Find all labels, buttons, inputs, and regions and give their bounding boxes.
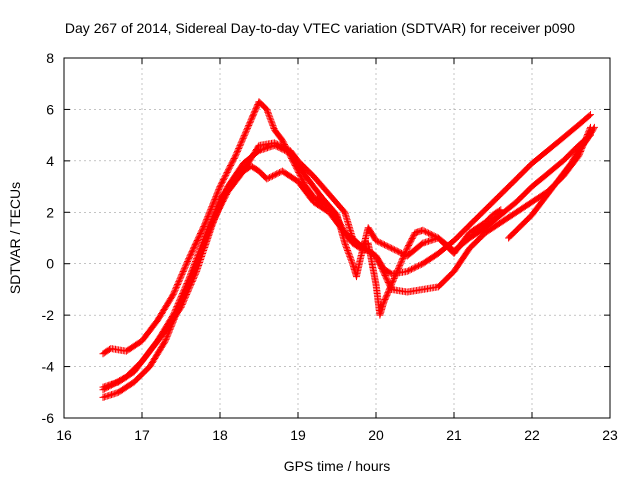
- x-axis-label: GPS time / hours: [284, 458, 391, 474]
- grid: [64, 58, 610, 418]
- y-tick-label: -6: [42, 410, 55, 426]
- series-track-4: [99, 123, 594, 394]
- y-tick-label: -2: [42, 307, 55, 323]
- y-tick-label: 2: [46, 204, 54, 220]
- x-tick-label: 22: [524, 427, 540, 443]
- data-series: [99, 98, 598, 401]
- x-tick-label: 17: [134, 427, 150, 443]
- x-tick-label: 18: [212, 427, 228, 443]
- plot-frame: [63, 57, 611, 419]
- series-track-5: [505, 123, 598, 242]
- y-tick-label: 0: [46, 256, 54, 272]
- y-tick-label: 4: [46, 153, 54, 169]
- x-tick-label: 20: [368, 427, 384, 443]
- y-axis-label: SDTVAR / TECUs: [7, 182, 23, 294]
- y-tick-label: 8: [46, 50, 54, 66]
- x-tick-label: 19: [290, 427, 306, 443]
- chart-title: Day 267 of 2014, Sidereal Day-to-day VTE…: [65, 20, 575, 36]
- x-tick-label: 16: [56, 427, 72, 443]
- y-tick-label: 6: [46, 101, 54, 117]
- series-markers: [99, 123, 594, 394]
- series-markers: [505, 123, 598, 242]
- x-tick-label: 23: [602, 427, 618, 443]
- y-tick-label: -4: [42, 359, 55, 375]
- x-tick-label: 21: [446, 427, 462, 443]
- axis-ticks: 16 17 18 19 20 21 22 23 -6 -4 -2 0 2 4 6 8: [42, 50, 618, 443]
